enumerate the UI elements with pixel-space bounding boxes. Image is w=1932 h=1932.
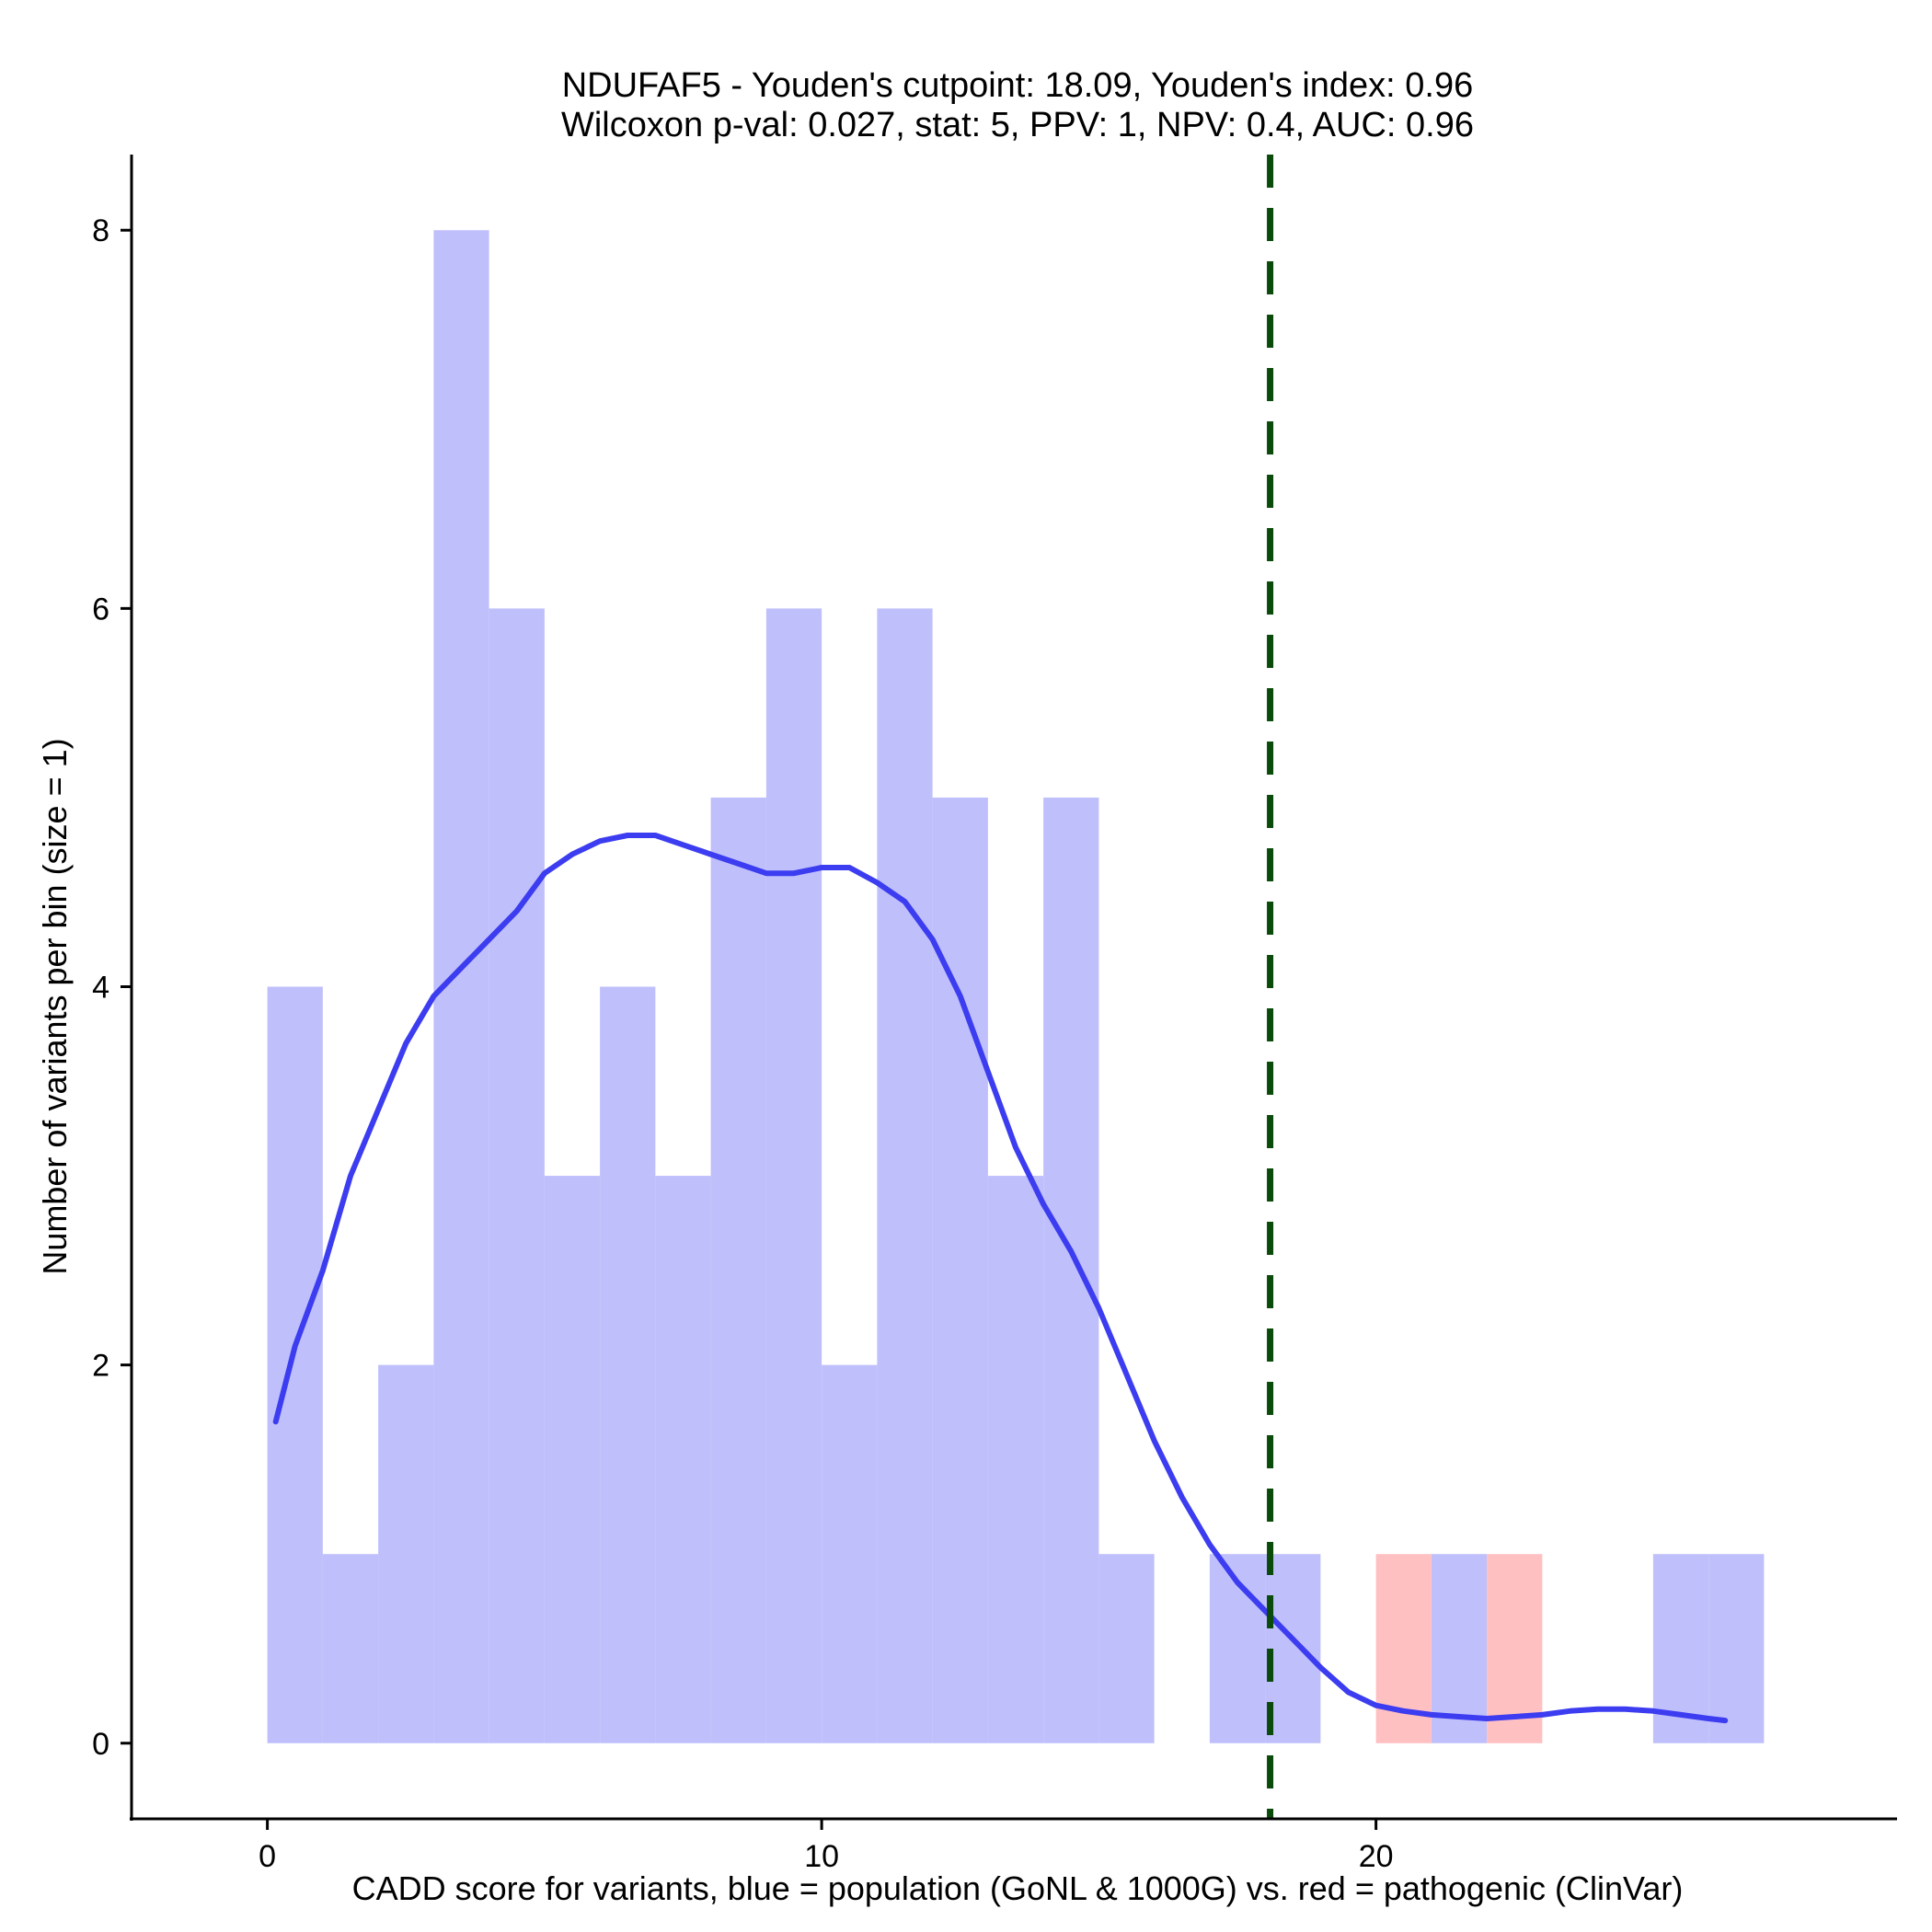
density-curve (272, 833, 1729, 1724)
population-bar (1431, 1554, 1488, 1743)
population-bar (1098, 1554, 1155, 1743)
bars-layer (267, 230, 1765, 1743)
x-axis-label: CADD score for variants, blue = populati… (352, 1869, 1684, 1907)
y-tick-label: 6 (92, 592, 109, 627)
y-tick-label: 2 (92, 1349, 109, 1384)
population-bar (489, 608, 545, 1743)
x-tick-label: 20 (1359, 1839, 1394, 1874)
chart-title-line-1: NDUFAF5 - Youden's cutpoint: 18.09, Youd… (562, 66, 1474, 105)
population-bar (600, 986, 656, 1743)
population-bar (655, 1176, 711, 1743)
pathogenic-bar (1487, 1554, 1543, 1743)
population-bar (1265, 1554, 1321, 1743)
y-tick-label: 0 (92, 1727, 109, 1762)
population-bar (1708, 1554, 1765, 1743)
y-axis-label: Number of variants per bin (size = 1) (36, 738, 74, 1274)
chart-title-line-2: Wilcoxon p-val: 0.027, stat: 5, PPV: 1, … (561, 106, 1474, 144)
population-bar (322, 1554, 379, 1743)
population-bar (877, 608, 933, 1743)
population-bar (544, 1176, 601, 1743)
ticks-layer: 0 10 20 0 2 4 6 8 (92, 213, 1393, 1874)
population-bar (1043, 797, 1099, 1743)
population-bar (932, 797, 988, 1743)
y-tick-label: 4 (92, 971, 109, 1006)
population-bar (987, 1176, 1044, 1743)
x-tick-label: 0 (259, 1839, 276, 1874)
x-tick-label: 10 (804, 1839, 839, 1874)
population-bar (822, 1364, 878, 1743)
population-bar (267, 986, 323, 1743)
population-bar (710, 797, 766, 1743)
y-tick-label: 8 (92, 213, 109, 248)
population-bar (765, 608, 822, 1743)
density-layer (272, 833, 1729, 1724)
population-bar (378, 1364, 434, 1743)
